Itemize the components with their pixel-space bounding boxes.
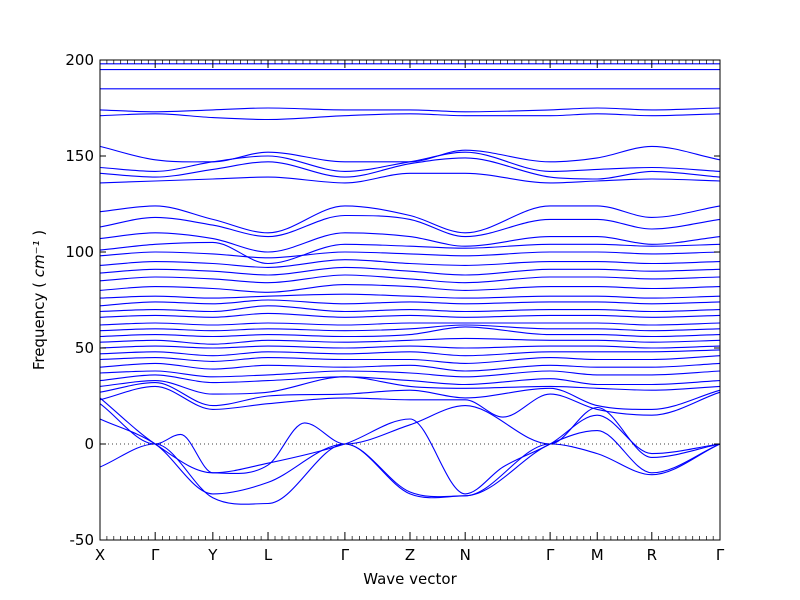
band-lines xyxy=(99,63,721,505)
band-line-23 xyxy=(99,274,721,284)
y-tick-label: 0 xyxy=(84,435,94,453)
band-line-13 xyxy=(99,345,721,349)
band-line-30 xyxy=(99,205,721,234)
band-line-9 xyxy=(99,370,721,378)
band-line-11 xyxy=(99,355,721,364)
band-line-32 xyxy=(99,157,721,180)
band-line-19 xyxy=(99,305,721,313)
y-axis-label-open-paren: ( xyxy=(30,282,48,288)
band-line-28 xyxy=(99,232,721,253)
band-line-17 xyxy=(99,322,721,326)
band-line-8 xyxy=(99,374,721,386)
band-line-15 xyxy=(99,326,721,338)
y-tick-label: 50 xyxy=(75,339,94,357)
band-line-10 xyxy=(99,362,721,372)
x-tick-label: M xyxy=(591,546,604,564)
y-tick-label: 150 xyxy=(65,147,94,165)
x-axis-label: Wave vector xyxy=(363,570,457,588)
x-tick-label: Γ xyxy=(716,546,725,564)
band-line-35 xyxy=(99,113,721,121)
x-tick-label: L xyxy=(264,546,273,564)
y-tick-label: 200 xyxy=(65,51,94,69)
y-tick-label: 100 xyxy=(65,243,94,261)
x-tick-label: N xyxy=(460,546,471,564)
band-line-2 xyxy=(99,418,721,499)
band-line-18 xyxy=(99,312,721,318)
band-line-34 xyxy=(99,145,721,163)
band-line-4 xyxy=(99,397,721,495)
y-axis-ticks: -50 0 50 100 150 200 xyxy=(65,51,720,549)
y-axis-label-close-paren: ) xyxy=(30,230,48,236)
band-line-6 xyxy=(99,382,721,410)
band-line-29 xyxy=(99,214,721,238)
y-axis-label-unit: cm⁻¹ xyxy=(30,240,48,277)
band-line-31 xyxy=(99,172,721,184)
band-line-5 xyxy=(99,385,721,418)
x-tick-label: Z xyxy=(405,546,415,564)
band-line-1 xyxy=(99,430,721,505)
band-line-14 xyxy=(99,337,721,345)
y-axis-label-text: Frequency xyxy=(30,293,48,371)
band-line-21 xyxy=(99,293,721,299)
band-line-12 xyxy=(99,349,721,357)
x-tick-label: Γ xyxy=(151,546,160,564)
band-line-26 xyxy=(99,251,721,259)
band-line-22 xyxy=(99,284,721,293)
x-tick-label: R xyxy=(647,546,657,564)
band-line-20 xyxy=(99,299,721,307)
x-tick-label: X xyxy=(95,546,105,564)
x-tick-label: Γ xyxy=(546,546,555,564)
x-tick-label: Γ xyxy=(341,546,350,564)
band-line-7 xyxy=(99,376,721,395)
band-line-24 xyxy=(99,266,721,276)
band-line-16 xyxy=(99,324,721,332)
y-tick-label: -50 xyxy=(70,531,95,549)
y-axis-label: Frequency ( cm⁻¹ ) xyxy=(30,230,48,370)
band-line-36 xyxy=(99,107,721,113)
band-line-27 xyxy=(99,241,721,265)
x-tick-label: Y xyxy=(207,546,218,564)
band-line-25 xyxy=(99,259,721,268)
band-line-3 xyxy=(99,403,721,475)
